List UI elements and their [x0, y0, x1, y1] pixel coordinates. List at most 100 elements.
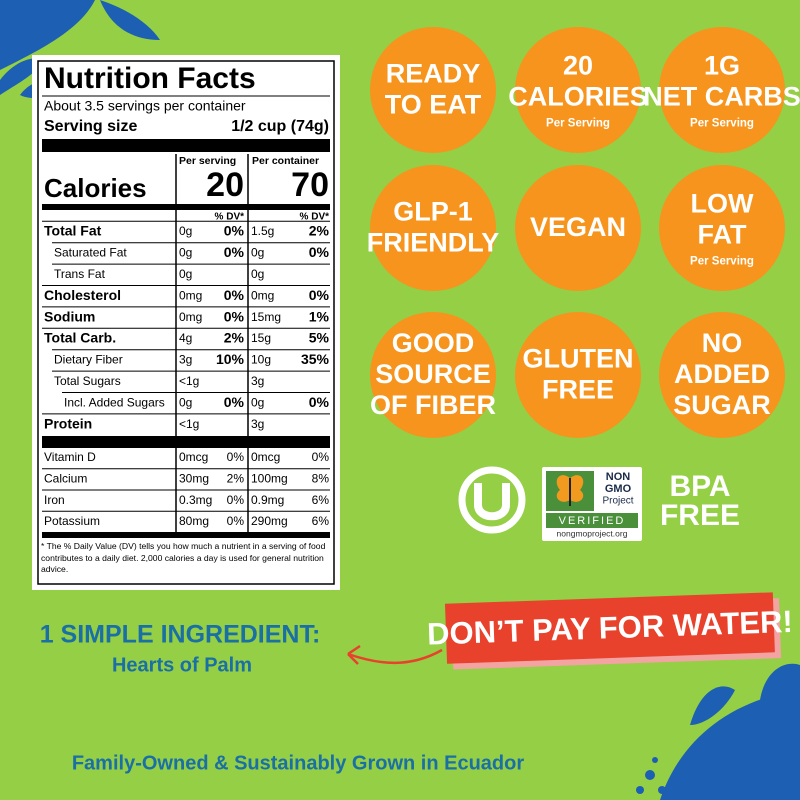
badge-text: FRIENDLY — [367, 228, 500, 258]
container-amount: 0g — [251, 395, 264, 409]
non-gmo-text: Project — [602, 496, 633, 507]
arrow — [347, 648, 443, 665]
per-container-header: Per container — [252, 155, 319, 167]
non-gmo-url: nongmoproject.org — [557, 528, 628, 538]
serving-amount: 3g — [179, 353, 192, 367]
container-dv: 6% — [312, 514, 330, 528]
serving-dv: 0% — [224, 308, 245, 324]
badge-text: 1G — [704, 51, 740, 81]
badge-text: NET CARBS — [643, 82, 800, 112]
serving-amount: 0mg — [179, 310, 202, 324]
container-amount: 3g — [251, 417, 264, 431]
serving-amount: 30mg — [179, 471, 209, 485]
bpa-free: BPA — [669, 470, 730, 503]
badge-text: GLP-1 — [393, 197, 473, 227]
container-amount: 0g — [251, 246, 264, 260]
serving-amount: 0.3mg — [179, 493, 212, 507]
badge-subtext: Per Serving — [690, 118, 754, 130]
serving-amount: <1g — [179, 417, 199, 431]
badge-circle — [370, 165, 496, 291]
badge-circle — [515, 165, 641, 291]
non-gmo-logo: NON GMO Project VERIFIED nongmoproject.o… — [542, 467, 642, 541]
per-serving-header: Per serving — [179, 155, 236, 167]
badge-text: NO — [702, 328, 743, 358]
badge-text: 20 — [563, 51, 593, 81]
servings: About 3.5 servings per container — [44, 98, 246, 114]
badge-circle — [659, 312, 785, 438]
nutrient-name: Vitamin D — [44, 450, 96, 464]
badge-text: ADDED — [674, 359, 770, 389]
container-amount: 0.9mg — [251, 493, 284, 507]
leaves-bottom-right — [636, 663, 800, 800]
badge-circle — [659, 27, 785, 153]
nutrient-name: Cholesterol — [44, 287, 121, 303]
container-amount: 1.5g — [251, 224, 274, 238]
badge-text: FREE — [542, 375, 614, 405]
nutrient-name: Saturated Fat — [54, 246, 127, 260]
dv-header: % DV* — [300, 212, 330, 223]
badge-text: FAT — [698, 220, 747, 250]
serving-dv: 0% — [227, 514, 245, 528]
footnote: * The % Daily Value (DV) tells you how m… — [41, 541, 326, 574]
container-dv: 8% — [312, 471, 330, 485]
container-dv: 5% — [309, 330, 330, 346]
thick-rule — [42, 436, 330, 448]
badge-text: CALORIES — [508, 82, 648, 112]
bpa-free: FREE — [660, 499, 740, 532]
container-dv: 1% — [309, 308, 330, 324]
badge-text: GOOD — [392, 328, 475, 358]
banner: DON’T PAY FOR WATER! — [427, 592, 793, 670]
container-amount: 3g — [251, 374, 264, 388]
container-amount: 0mcg — [251, 450, 280, 464]
serving-size: 1/2 cup (74g) — [231, 118, 329, 135]
nutrient-name: Total Fat — [44, 223, 102, 239]
container-amount: 0g — [251, 267, 264, 281]
serving-size-label: Serving size — [44, 118, 137, 135]
container-dv: 0% — [309, 244, 330, 260]
calories-label: Calories — [44, 173, 147, 203]
non-gmo-text: NON — [606, 471, 631, 483]
badge-circle — [659, 165, 785, 291]
serving-amount: 0g — [179, 224, 192, 238]
serving-dv: 10% — [216, 351, 245, 367]
nutrient-name: Protein — [44, 415, 92, 431]
container-amount: 15g — [251, 331, 271, 345]
serving-dv: 2% — [227, 471, 245, 485]
container-amount: 0mg — [251, 288, 274, 302]
badge-text: TO EAT — [385, 90, 482, 120]
nutrient-name: Dietary Fiber — [54, 353, 123, 367]
serving-dv: 0% — [224, 244, 245, 260]
badge-circle — [515, 27, 641, 153]
container-amount: 100mg — [251, 471, 288, 485]
badge-text: LOW — [691, 189, 754, 219]
calories-per-serving: 20 — [206, 166, 244, 204]
ingredient-heading: 1 SIMPLE INGREDIENT: — [40, 621, 321, 649]
ingredient-name: Hearts of Palm — [112, 654, 252, 676]
container-amount: 15mg — [251, 310, 281, 324]
arrow-head — [347, 644, 361, 665]
nutrient-name: Calcium — [44, 471, 87, 485]
badge-text: SUGAR — [673, 390, 771, 420]
container-amount: 10g — [251, 353, 271, 367]
container-amount: 290mg — [251, 514, 288, 528]
serving-dv: 0% — [227, 493, 245, 507]
container-dv: 2% — [309, 223, 330, 239]
nutrient-name: Trans Fat — [54, 267, 106, 281]
serving-amount: 0mg — [179, 288, 202, 302]
nutrient-name: Total Sugars — [54, 374, 121, 388]
badge-text: OF FIBER — [370, 390, 496, 420]
badge-text: SOURCE — [375, 359, 491, 389]
serving-dv: 0% — [227, 450, 245, 464]
nutrient-name: Iron — [44, 493, 65, 507]
label-border — [37, 60, 335, 585]
serving-dv: 0% — [224, 223, 245, 239]
